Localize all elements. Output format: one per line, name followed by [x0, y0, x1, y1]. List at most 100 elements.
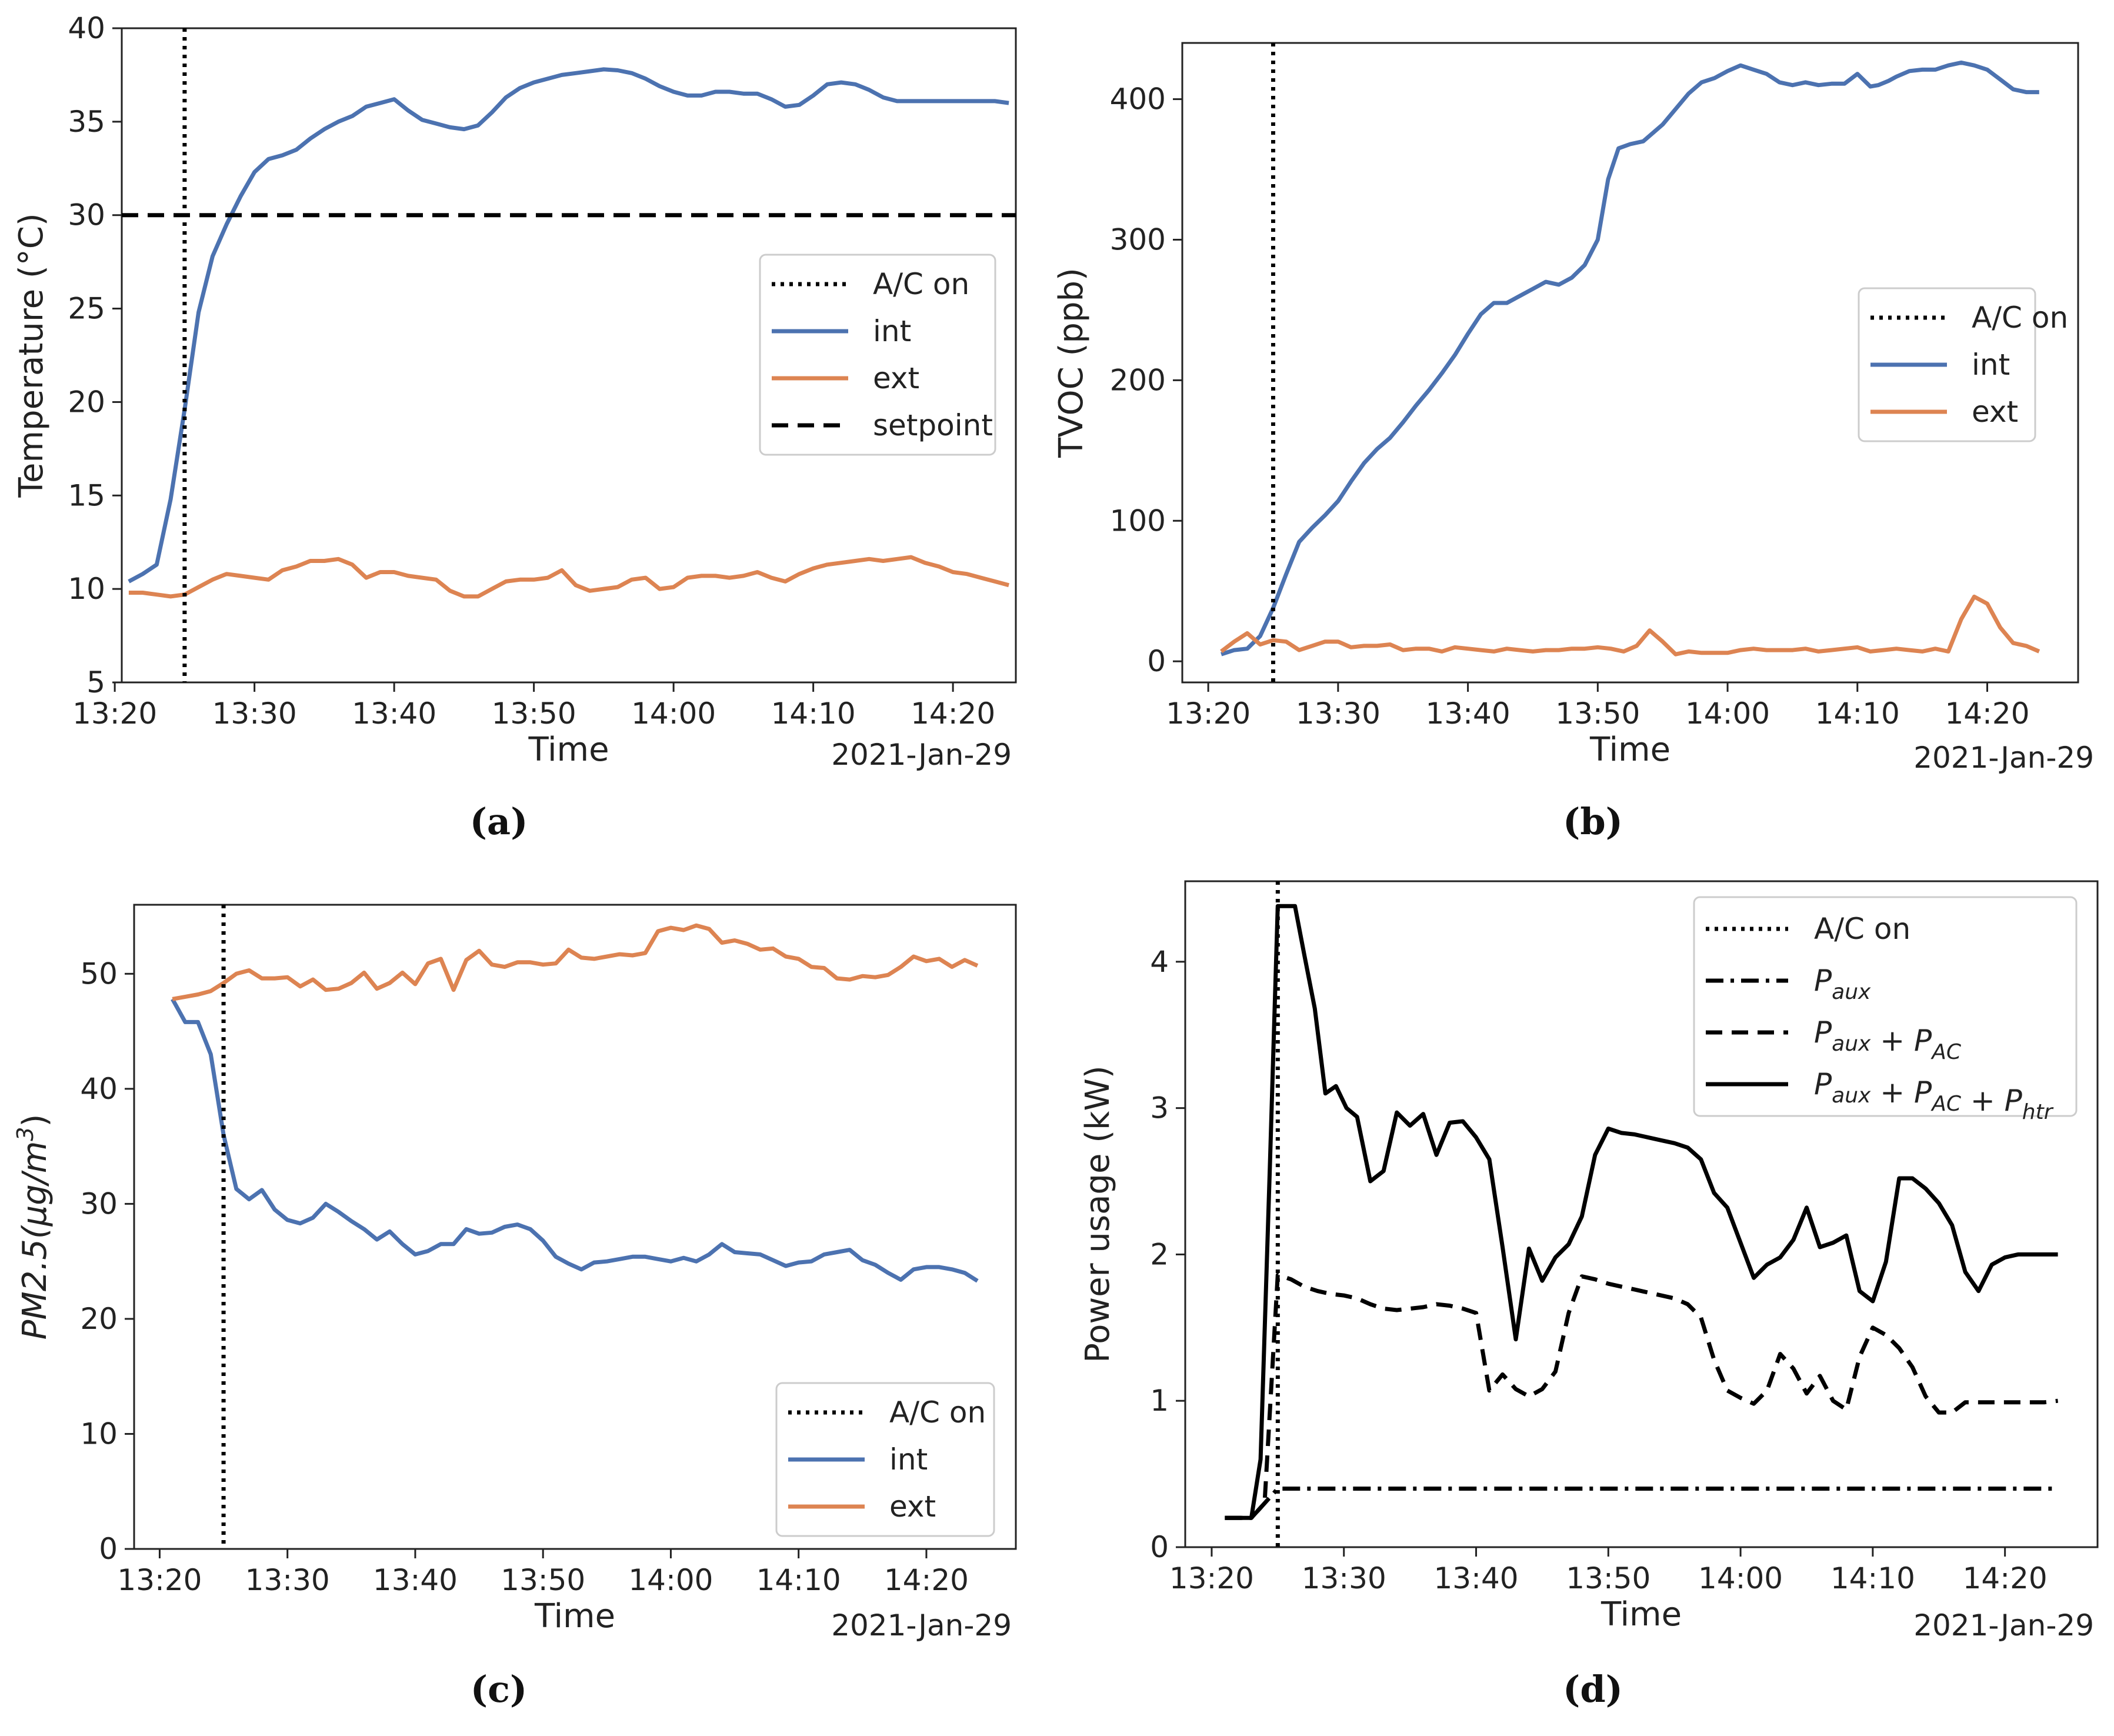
- y-tick-label: 3: [1150, 1091, 1169, 1125]
- series-line-ext: [128, 555, 1010, 599]
- date-label: 2021-Jan-29: [1913, 1608, 2094, 1642]
- axes-frame: [1184, 880, 2099, 1548]
- y-tick-label: 2: [1150, 1237, 1169, 1271]
- plot-area: [1220, 43, 2040, 682]
- x-axis-label: Time: [1600, 1595, 1682, 1634]
- legend-label: A/C on: [889, 1395, 986, 1430]
- legend-label: A/C on: [873, 267, 969, 301]
- y-tick-label: 1: [1150, 1384, 1169, 1418]
- legend-box: [1693, 896, 2078, 1117]
- x-tick-label: 13:30: [245, 1563, 330, 1597]
- x-axis-label: Time: [534, 1597, 615, 1635]
- x-tick-label: 14:00: [628, 1563, 713, 1597]
- legend-label: setpoint: [873, 408, 993, 442]
- x-tick-label: 13:20: [1166, 697, 1251, 731]
- y-tick-label: 40: [68, 11, 105, 45]
- y-tick-label: 200: [1110, 363, 1166, 397]
- chart-panel-c: 13:20 13:30 13:40 13:50 14:00 14:10 14:20 0 10 20…: [12, 904, 1017, 1711]
- y-tick-label: 35: [68, 105, 105, 139]
- y-axis-label: Power usage (kW): [1079, 1065, 1117, 1362]
- panel-caption: (c): [471, 1668, 527, 1711]
- legend-label: Paux + PAC: [1814, 1015, 1962, 1064]
- y-axis-label: Temperature (°C): [12, 213, 51, 498]
- x-tick-label: 13:20: [117, 1563, 202, 1597]
- x-tick-label: 14:20: [1945, 697, 2029, 731]
- y-tick-label: 50: [80, 957, 118, 991]
- x-tick-label: 13:40: [1433, 1561, 1518, 1595]
- legend-box: [759, 254, 996, 456]
- x-tick-label: 13:30: [1302, 1561, 1386, 1595]
- x-tick-label: 14:00: [1698, 1561, 1783, 1595]
- legend-label: A/C on: [1814, 912, 1910, 946]
- date-label: 2021-Jan-29: [831, 738, 1012, 772]
- y-tick-label: 20: [80, 1302, 118, 1336]
- x-axis-label: Time: [528, 731, 609, 769]
- axes-frame: [1181, 42, 2079, 684]
- y-tick-label: 20: [68, 385, 105, 419]
- x-tick-label: 13:30: [1296, 697, 1381, 731]
- y-axis-label: PM2.5(μg/m3): [12, 1114, 54, 1340]
- chart-panel-d: 13:20 13:30 13:40 13:50 14:00 14:10 14:20 0 1 2 3 4…: [1079, 880, 2099, 1711]
- series-line-int: [128, 67, 1009, 584]
- x-tick-label: 13:40: [373, 1563, 458, 1597]
- x-tick-label: 14:20: [884, 1563, 969, 1597]
- axes-frame: [121, 27, 1017, 684]
- x-tick-label: 14:00: [1685, 697, 1770, 731]
- legend: A/C on int ext: [1858, 287, 2068, 442]
- y-tick-label: 15: [68, 478, 105, 512]
- y-tick-label: 300: [1110, 222, 1166, 256]
- x-tick-label: 14:10: [756, 1563, 841, 1597]
- y-tick-label: 10: [68, 572, 105, 606]
- x-tick-label: 13:30: [212, 697, 297, 731]
- series-line-ext: [172, 923, 979, 1001]
- y-tick-label: 25: [68, 292, 105, 326]
- plot-area: [171, 905, 979, 1549]
- panel-caption: (d): [1563, 1668, 1623, 1711]
- y-tick-label: 0: [1150, 1530, 1169, 1564]
- x-axis-label: Time: [1589, 731, 1670, 769]
- series-line-int: [1221, 60, 2039, 657]
- series-line-paux-pac-phtr: [1225, 904, 2058, 1520]
- legend-label: ext: [1972, 395, 2018, 429]
- legend-label: Paux + PAC + Phtr: [1814, 1067, 2054, 1124]
- y-tick-label: 0: [1147, 644, 1166, 678]
- axes-frame: [133, 904, 1017, 1550]
- panel-caption: (a): [470, 800, 528, 843]
- x-tick-label: 14:10: [1830, 1561, 1915, 1595]
- legend: A/C on int ext: [775, 1382, 995, 1537]
- series-line-paux-pac: [1225, 1272, 2058, 1520]
- x-tick-label: 14:10: [771, 697, 856, 731]
- legend-label: int: [1972, 348, 2010, 382]
- y-tick-label: 5: [86, 665, 105, 699]
- date-label: 2021-Jan-29: [831, 1608, 1012, 1642]
- y-tick-label: 30: [68, 198, 105, 232]
- x-tick-label: 13:50: [501, 1563, 585, 1597]
- y-tick-label: 30: [80, 1187, 118, 1221]
- x-tick-label: 13:40: [1426, 697, 1511, 731]
- plot-area: [122, 28, 1016, 682]
- y-tick-label: 4: [1150, 945, 1169, 979]
- date-label: 2021-Jan-29: [1913, 741, 2094, 775]
- x-tick-label: 13:50: [1555, 697, 1640, 731]
- y-tick-label: 0: [99, 1532, 118, 1566]
- x-tick-label: 13:50: [492, 697, 576, 731]
- legend-label: ext: [889, 1490, 936, 1524]
- series-line-ext: [1220, 594, 2040, 657]
- y-axis-label: TVOC (ppb): [1052, 268, 1091, 458]
- legend-label: A/C on: [1972, 301, 2068, 335]
- plot-area: [1225, 881, 2058, 1547]
- x-tick-label: 13:20: [72, 697, 157, 731]
- legend-label: int: [873, 314, 911, 348]
- legend: A/C on int ext setpoint: [759, 254, 996, 456]
- legend-box: [775, 1382, 995, 1537]
- y-tick-label: 40: [80, 1072, 118, 1106]
- y-tick-label: 10: [80, 1417, 118, 1451]
- y-tick-label: 100: [1110, 504, 1166, 538]
- legend-label: int: [889, 1442, 928, 1477]
- x-tick-label: 14:10: [1815, 697, 1900, 731]
- series-line-int: [171, 998, 979, 1283]
- x-tick-label: 13:40: [352, 697, 436, 731]
- chart-panel-a: 13:20 13:30 13:40 13:50 14:00 14:10 14:20 5 10 15…: [12, 11, 1017, 843]
